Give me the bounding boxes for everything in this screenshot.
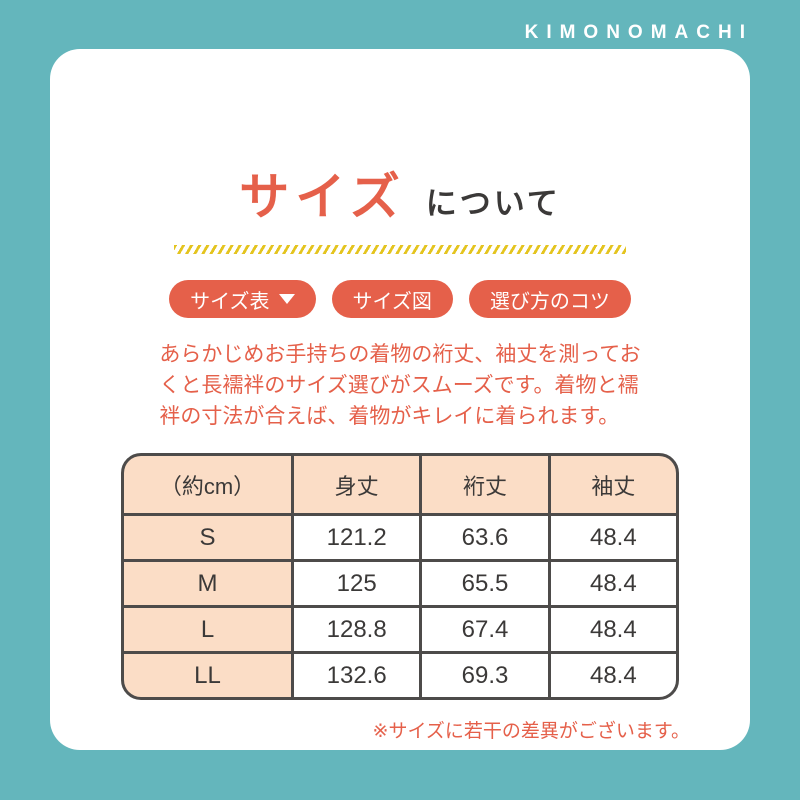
table-value-cell: 48.4 <box>550 654 676 697</box>
brand-logo: KIMONOMACHI <box>524 22 753 43</box>
nav-button-row: サイズ表 サイズ図 選び方のコツ <box>50 280 750 318</box>
table-size-cell: LL <box>124 654 291 697</box>
description-text: あらかじめお手持ちの着物の裄丈、袖丈を測ってお くと長襦袢のサイズ選びがスムーズ… <box>159 339 640 432</box>
table-value-cell: 132.6 <box>294 654 420 697</box>
page-title-suffix: について <box>425 186 561 221</box>
size-table: （約cm） 身丈 裄丈 袖丈 S 121.2 63.6 48.4 M 125 6… <box>121 453 679 700</box>
table-value-cell: 48.4 <box>550 516 676 559</box>
size-diagram-button[interactable]: サイズ図 <box>331 280 453 318</box>
description-line: 袢の寸法が合えば、着物がキレイに着られます。 <box>159 405 620 428</box>
description-line: くと長襦袢のサイズ選びがスムーズです。着物と襦 <box>159 374 639 397</box>
table-value-cell: 65.5 <box>422 562 548 605</box>
table-size-cell: S <box>124 516 291 559</box>
table-header-cell-unit: （約cm） <box>124 456 291 513</box>
table-value-cell: 63.6 <box>422 516 548 559</box>
page-title: サイズ について <box>50 157 750 229</box>
choosing-tips-button-label: 選び方のコツ <box>489 290 610 313</box>
hatched-divider <box>174 245 626 254</box>
table-header-cell-yukitake: 裄丈 <box>422 456 548 513</box>
content-card: サイズ について サイズ表 サイズ図 選び方のコツ あらかじめお手持ちの着物の裄… <box>50 49 750 750</box>
table-header-cell-mitake: 身丈 <box>294 456 420 513</box>
size-table-button[interactable]: サイズ表 <box>169 280 316 318</box>
table-value-cell: 121.2 <box>294 516 420 559</box>
table-size-cell: M <box>124 562 291 605</box>
table-value-cell: 67.4 <box>422 608 548 651</box>
table-value-cell: 48.4 <box>550 562 676 605</box>
table-value-cell: 128.8 <box>294 608 420 651</box>
choosing-tips-button[interactable]: 選び方のコツ <box>468 280 631 318</box>
table-value-cell: 125 <box>294 562 420 605</box>
size-diagram-button-label: サイズ図 <box>352 290 432 313</box>
caret-down-icon <box>278 294 295 304</box>
table-size-cell: L <box>124 608 291 651</box>
size-table-button-label: サイズ表 <box>190 290 270 313</box>
table-value-cell: 48.4 <box>550 608 676 651</box>
description-line: あらかじめお手持ちの着物の裄丈、袖丈を測ってお <box>159 343 641 366</box>
page-title-main: サイズ <box>239 169 406 225</box>
table-value-cell: 69.3 <box>422 654 548 697</box>
table-header-cell-sodetake: 袖丈 <box>550 456 676 513</box>
size-disclaimer-note: ※サイズに若干の差異がございます。 <box>372 721 690 742</box>
